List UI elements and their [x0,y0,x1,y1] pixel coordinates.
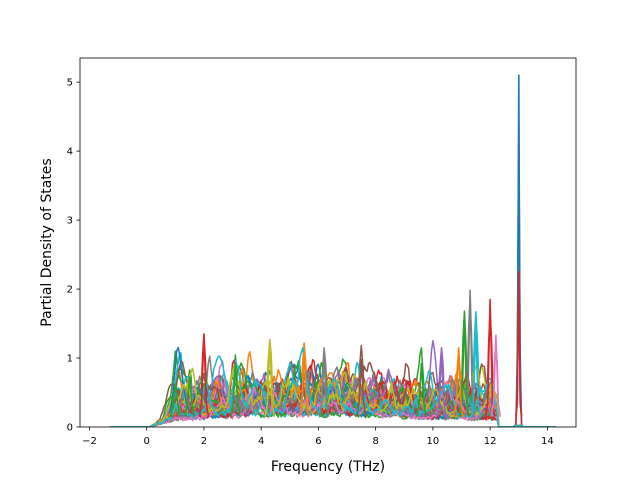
x-tick-label: 12 [484,436,497,447]
x-tick-label: 4 [258,436,264,447]
y-tick-label: 1 [67,354,73,365]
pdos-peak [515,74,523,417]
pdos-peak [230,362,241,417]
pdos-peak [490,334,502,417]
pdos-peak [298,351,310,417]
x-tick-label: 2 [201,436,207,447]
pdos-series-line [109,347,556,427]
pdos-peak [169,383,181,417]
x-tick-label: 14 [541,436,554,447]
pdos-peak [318,357,330,417]
y-tick-label: 5 [67,78,73,89]
y-tick-label: 0 [67,423,73,434]
x-tick-label: −2 [82,436,97,447]
x-tick-label: 0 [143,436,149,447]
series-layer [109,74,556,427]
pdos-peak [184,376,195,417]
pdos-peak [264,340,276,417]
pdos-peak [515,271,523,417]
y-tick-label: 3 [67,216,73,227]
y-tick-label: 4 [67,147,73,158]
pdos-peak [356,358,367,417]
y-tick-label: 2 [67,285,73,296]
y-axis: 0 1 2 3 4 5 [67,78,80,434]
x-tick-label: 8 [372,436,378,447]
y-axis-title: Partial Density of States [39,158,55,326]
pdos-peak [416,362,427,417]
pdos-peak [436,353,447,417]
x-tick-label: 10 [427,436,440,447]
plot-frame [79,57,577,428]
pdos-peak [198,333,210,417]
x-tick-label: 6 [315,436,321,447]
pdos-series-line [109,373,556,427]
pdos-series-line [109,361,556,427]
x-axis-title: Frequency (THz) [271,459,385,475]
pdos-peak [470,326,482,417]
pdos-peak [453,346,464,417]
x-axis: −2 0 2 4 6 8 10 12 14 [82,427,554,447]
